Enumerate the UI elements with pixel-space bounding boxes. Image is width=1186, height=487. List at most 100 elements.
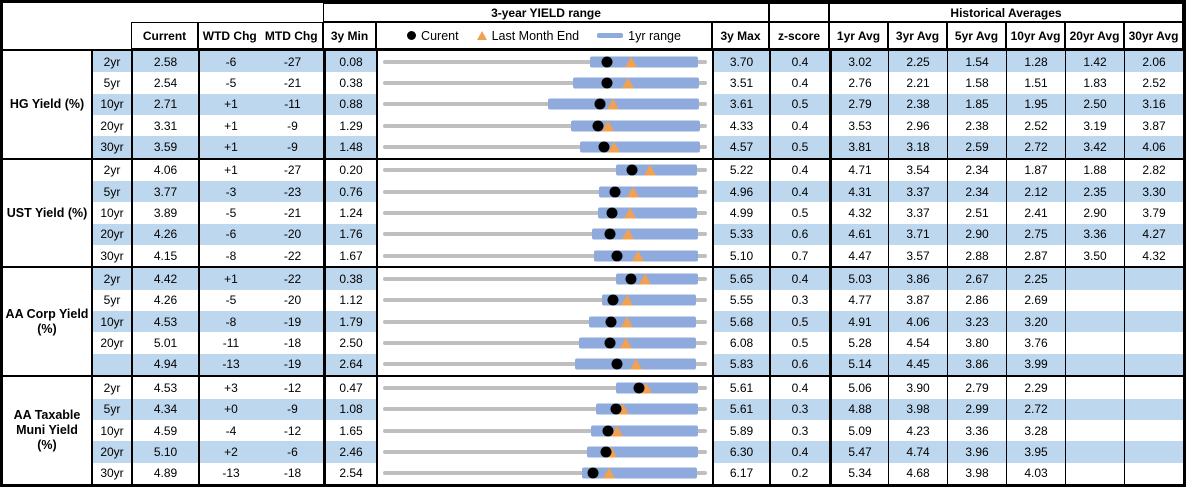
last-month-end-marker — [629, 358, 642, 370]
avg-value: 1.51 — [1006, 72, 1065, 94]
avg-value: 4.27 — [1124, 223, 1183, 246]
avg-value: 5.03 — [829, 268, 888, 290]
tenor-label — [91, 353, 131, 376]
range-track — [383, 168, 707, 173]
last-month-end-marker — [616, 403, 629, 415]
avg-value: 4.71 — [829, 159, 888, 182]
col-header-10yr-avg: 10yr Avg — [1006, 22, 1065, 49]
mtd-change-value: -9 — [262, 136, 323, 158]
avg-value — [1124, 353, 1183, 376]
z-score-value: 0.4 — [769, 72, 829, 94]
avg-value: 2.76 — [829, 72, 888, 94]
avg-value — [1124, 462, 1183, 484]
3y-max-value: 5.22 — [712, 159, 769, 182]
3y-max-value: 4.99 — [712, 202, 769, 224]
header-band-row: 3-year YIELD range Historical Averages — [3, 3, 1183, 22]
section-label: HG Yield (%) — [3, 51, 91, 158]
current-value: 4.42 — [131, 268, 198, 290]
tenor-label: 2yr — [91, 268, 131, 290]
tenor-label: 5yr — [91, 398, 131, 420]
yield-range-chart — [376, 72, 712, 94]
range-track — [383, 189, 707, 194]
last-month-end-marker — [624, 207, 637, 219]
z-score-band-spacer — [769, 3, 829, 22]
avg-value: 4.45 — [888, 353, 947, 376]
3y-min-value: 0.47 — [323, 377, 376, 399]
current-marker — [625, 273, 637, 285]
range-track — [383, 123, 707, 128]
legend-range-label: 1yr range — [628, 28, 681, 43]
wtd-change-value: -8 — [198, 245, 262, 267]
avg-value: 1.28 — [1006, 51, 1065, 73]
avg-value: 3.20 — [1006, 311, 1065, 333]
avg-value: 3.90 — [888, 377, 947, 399]
avg-value — [1065, 268, 1124, 290]
current-value: 5.01 — [131, 332, 198, 354]
col-header-30yr-avg: 30yr Avg — [1124, 22, 1183, 49]
current-value: 3.77 — [131, 181, 198, 203]
avg-value: 4.03 — [1006, 462, 1065, 484]
current-marker — [600, 446, 612, 458]
3y-min-value: 1.29 — [323, 115, 376, 137]
avg-value: 2.29 — [1006, 377, 1065, 399]
col-header-5yr-avg: 5yr Avg — [947, 22, 1006, 49]
avg-value — [1124, 377, 1183, 399]
avg-value: 3.42 — [1065, 136, 1124, 158]
yield-range-chart — [376, 332, 712, 354]
wtd-change-value: -8 — [198, 311, 262, 333]
3y-max-value: 6.08 — [712, 332, 769, 354]
wtd-change-value: -4 — [198, 419, 262, 442]
tenor-label: 20yr — [91, 115, 131, 137]
avg-value: 5.09 — [829, 419, 888, 442]
range-track — [383, 145, 707, 150]
avg-value: 3.16 — [1124, 93, 1183, 116]
avg-value: 2.72 — [1006, 136, 1065, 158]
3y-max-value: 3.51 — [712, 72, 769, 94]
avg-value: 3.50 — [1065, 245, 1124, 267]
legend-last-month-label: Last Month End — [491, 28, 580, 43]
col-header-mtd: MTD Chg — [264, 28, 318, 43]
avg-value — [1124, 419, 1183, 442]
col-header-z-score: z-score — [769, 22, 829, 49]
range-track — [383, 471, 707, 476]
3y-max-value: 5.89 — [712, 419, 769, 442]
current-value: 5.10 — [131, 441, 198, 463]
avg-value: 3.86 — [947, 353, 1006, 376]
yield-range-chart — [376, 419, 712, 442]
current-value: 4.15 — [131, 245, 198, 267]
last-month-end-marker — [632, 250, 645, 262]
current-marker — [604, 337, 616, 349]
z-score-value: 0.3 — [769, 398, 829, 420]
avg-value: 5.47 — [829, 441, 888, 463]
one-year-range-bar-icon — [597, 33, 624, 38]
3y-max-value: 4.33 — [712, 115, 769, 137]
avg-value: 2.34 — [947, 159, 1006, 182]
range-track — [383, 253, 707, 258]
avg-value: 3.99 — [1006, 353, 1065, 376]
col-header-3y-min: 3y Min — [323, 22, 376, 49]
range-track — [383, 428, 707, 433]
yield-range-chart — [376, 181, 712, 203]
range-track — [383, 102, 707, 107]
yield-range-chart — [376, 377, 712, 399]
mtd-change-value: -19 — [262, 353, 323, 376]
avg-value: 1.85 — [947, 93, 1006, 116]
avg-value: 1.58 — [947, 72, 1006, 94]
chart-legend: Curent Last Month End 1yr range — [376, 22, 712, 49]
z-score-value: 0.3 — [769, 419, 829, 442]
wtd-change-value: -5 — [198, 289, 262, 312]
3y-min-value: 1.79 — [323, 311, 376, 333]
current-value: 2.71 — [131, 93, 198, 116]
legend-last-month-end: Last Month End — [476, 28, 580, 43]
mtd-change-value: -6 — [262, 441, 323, 463]
3y-min-value: 1.48 — [323, 136, 376, 158]
z-score-value: 0.5 — [769, 136, 829, 158]
avg-value — [1065, 377, 1124, 399]
mtd-change-value: -18 — [283, 466, 302, 481]
avg-value: 3.19 — [1065, 115, 1124, 137]
last-month-end-marker — [607, 98, 620, 110]
range-track — [383, 232, 707, 237]
avg-value: 3.71 — [888, 223, 947, 246]
avg-value: 2.69 — [1006, 289, 1065, 312]
range-track — [383, 362, 707, 367]
